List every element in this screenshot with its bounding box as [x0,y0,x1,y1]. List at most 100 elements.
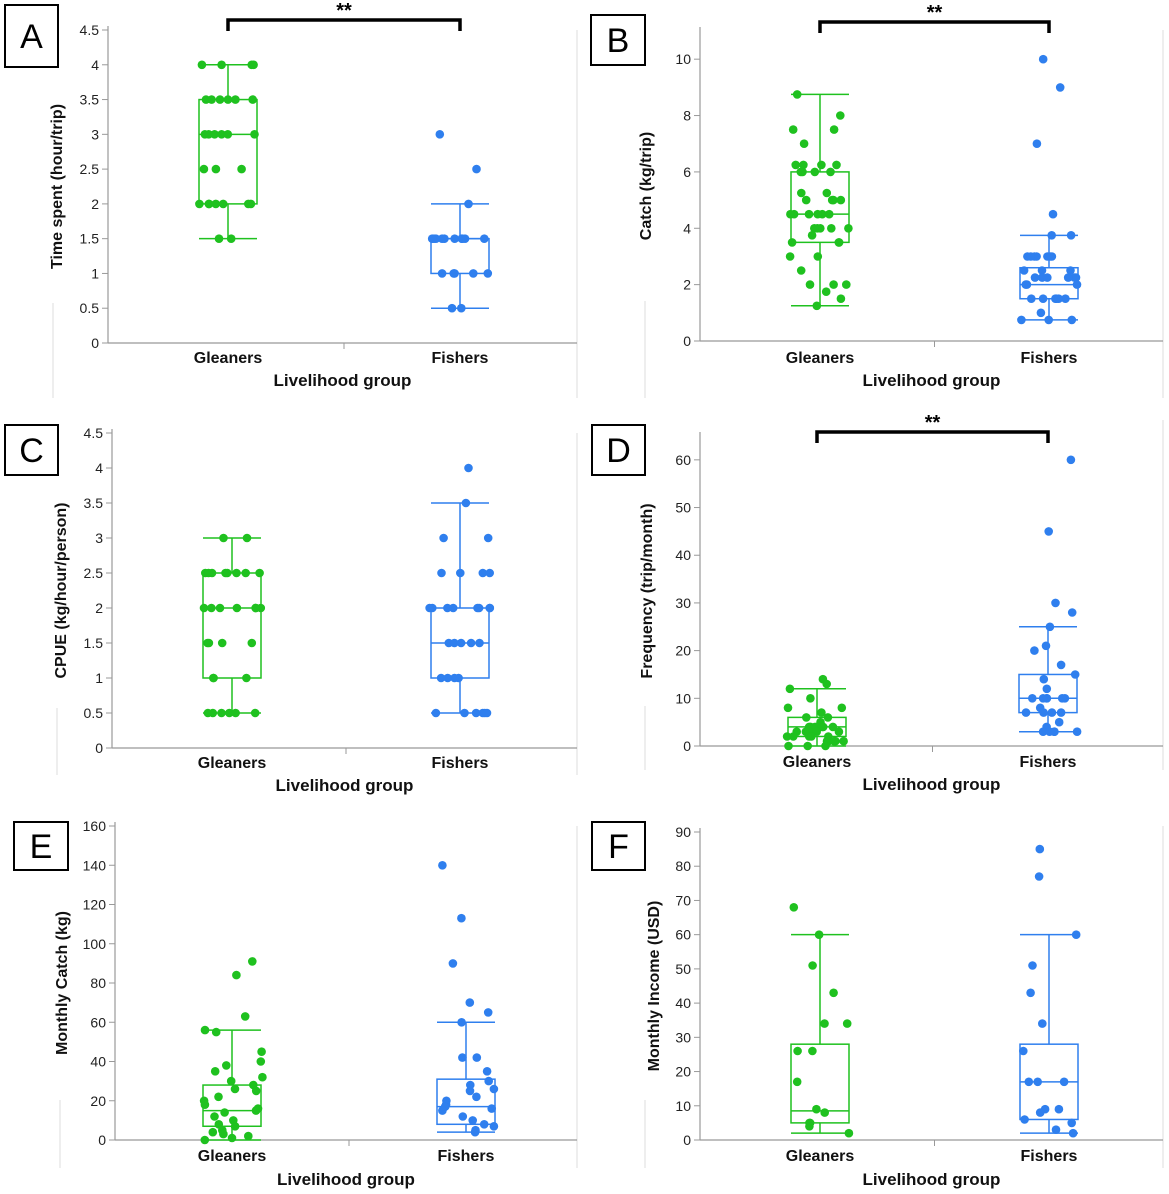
data-point [251,1106,261,1115]
y-axis-title: Time spent (hour/trip) [49,104,66,269]
panel-label-box [13,821,69,871]
data-point [1057,694,1067,703]
data-point [225,708,234,718]
y-tick-label: 2.5 [84,565,104,581]
data-point [470,1127,480,1137]
x-category-label-gleaners: Gleaners [786,350,855,367]
panel-label: F [608,828,629,866]
y-tick-label: 8 [683,108,691,124]
data-point [460,708,469,718]
data-point [1054,717,1064,727]
data-point [827,224,836,233]
data-point [1054,294,1063,304]
data-point [791,160,800,170]
x-category-label-fishers: Fishers [438,1148,495,1165]
data-point [247,638,257,648]
x-category-label-fishers: Fishers [432,755,489,772]
data-point [487,1104,497,1113]
significance-label: ** [927,2,943,24]
data-point [1026,252,1036,261]
data-point [783,703,793,713]
data-point [244,199,253,209]
data-point [427,234,437,243]
data-point [217,708,226,718]
y-tick-label: 1.5 [80,231,100,247]
data-point [836,195,846,205]
iqr-box [790,171,850,244]
box-gleaners [199,957,267,1145]
panel-label-box [4,424,59,476]
y-tick-label: 0 [683,1132,691,1148]
data-point [450,234,460,243]
data-point [210,1112,219,1121]
panel-d: D 0 10 20 30 40 50 60 Frequency (trip/month) Live… [591,412,1164,794]
data-point [842,1019,852,1028]
y-tick-label: 70 [675,892,691,908]
data-point [207,95,216,104]
iqr-box [790,1043,850,1124]
y-tick-label: 60 [675,927,691,943]
data-point [438,1106,447,1115]
y-tick-label: 80 [90,975,106,991]
data-point [837,703,847,713]
y-tick-label: 80 [675,858,691,874]
panel-label-box [591,821,646,871]
y-tick-label: 0 [98,1132,106,1148]
data-point [792,1077,802,1087]
data-point [482,708,492,718]
data-point [215,95,225,104]
data-point [217,60,226,70]
data-point [1033,1077,1042,1087]
data-point [200,1100,210,1109]
data-point [805,280,815,289]
y-tick-label: 6 [683,164,691,180]
y-tick-label: 2 [91,196,99,212]
data-point [1038,54,1048,64]
data-point [1067,315,1077,325]
data-point [785,684,795,694]
data-point [793,1046,802,1056]
data-point [827,195,837,205]
data-point [223,95,233,104]
y-tick-label: 0.5 [80,300,100,316]
y-axis-title: Monthly Income (USD) [646,901,663,1072]
box-fishers [436,861,499,1137]
panel-label: C [19,432,44,470]
box-gleaners [199,533,266,718]
y-tick-label: 0 [683,738,691,754]
x-category-label-fishers: Fishers [1020,754,1077,771]
data-point [450,269,459,278]
data-point [1038,727,1048,736]
data-point [1056,660,1066,670]
data-point [786,209,795,219]
y-tick-label: 60 [90,1014,106,1030]
data-point [1067,1118,1076,1128]
data-point [257,1047,266,1056]
data-point [1020,1115,1029,1124]
data-point [483,533,493,543]
data-point [231,95,240,104]
data-point [1037,266,1047,275]
data-point [1051,598,1060,608]
data-point [232,970,241,980]
panel-label: B [607,22,630,60]
data-point [207,603,216,613]
y-axis-title: CPUE (kg/hour/person) [53,502,70,678]
data-point [785,252,795,261]
data-point [822,679,831,689]
y-axis-title: Catch (kg/trip) [638,132,655,240]
y-tick-label: 3.5 [84,495,104,511]
data-point [232,568,241,578]
data-point [220,1108,229,1117]
data-point [806,694,815,703]
data-point [251,1086,261,1096]
data-point [215,603,225,613]
box-fishers [1018,455,1082,736]
box-fishers [427,130,493,313]
panel-label: E [30,828,53,866]
x-category-label-fishers: Fishers [432,350,489,367]
data-point [456,568,465,578]
data-point [461,498,471,508]
data-point [1046,252,1055,261]
panel-label-box [591,424,646,476]
